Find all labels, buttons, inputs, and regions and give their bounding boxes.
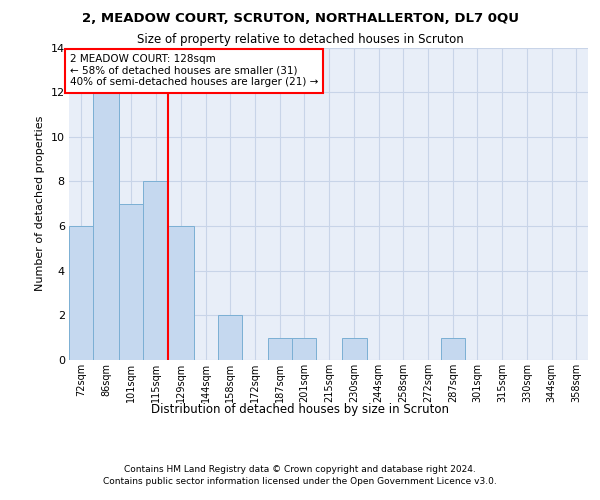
- Text: Distribution of detached houses by size in Scruton: Distribution of detached houses by size …: [151, 402, 449, 415]
- Bar: [218, 316, 242, 360]
- Bar: [167, 226, 194, 360]
- Bar: [119, 204, 143, 360]
- Bar: [69, 226, 93, 360]
- Bar: [292, 338, 316, 360]
- Bar: [343, 338, 367, 360]
- Text: Contains HM Land Registry data © Crown copyright and database right 2024.: Contains HM Land Registry data © Crown c…: [124, 465, 476, 474]
- Text: 2 MEADOW COURT: 128sqm
← 58% of detached houses are smaller (31)
40% of semi-det: 2 MEADOW COURT: 128sqm ← 58% of detached…: [70, 54, 318, 88]
- Bar: [441, 338, 465, 360]
- Bar: [93, 92, 119, 360]
- Y-axis label: Number of detached properties: Number of detached properties: [35, 116, 45, 292]
- Text: Size of property relative to detached houses in Scruton: Size of property relative to detached ho…: [137, 32, 463, 46]
- Bar: [268, 338, 292, 360]
- Text: 2, MEADOW COURT, SCRUTON, NORTHALLERTON, DL7 0QU: 2, MEADOW COURT, SCRUTON, NORTHALLERTON,…: [82, 12, 518, 26]
- Bar: [143, 182, 167, 360]
- Text: Contains public sector information licensed under the Open Government Licence v3: Contains public sector information licen…: [103, 478, 497, 486]
